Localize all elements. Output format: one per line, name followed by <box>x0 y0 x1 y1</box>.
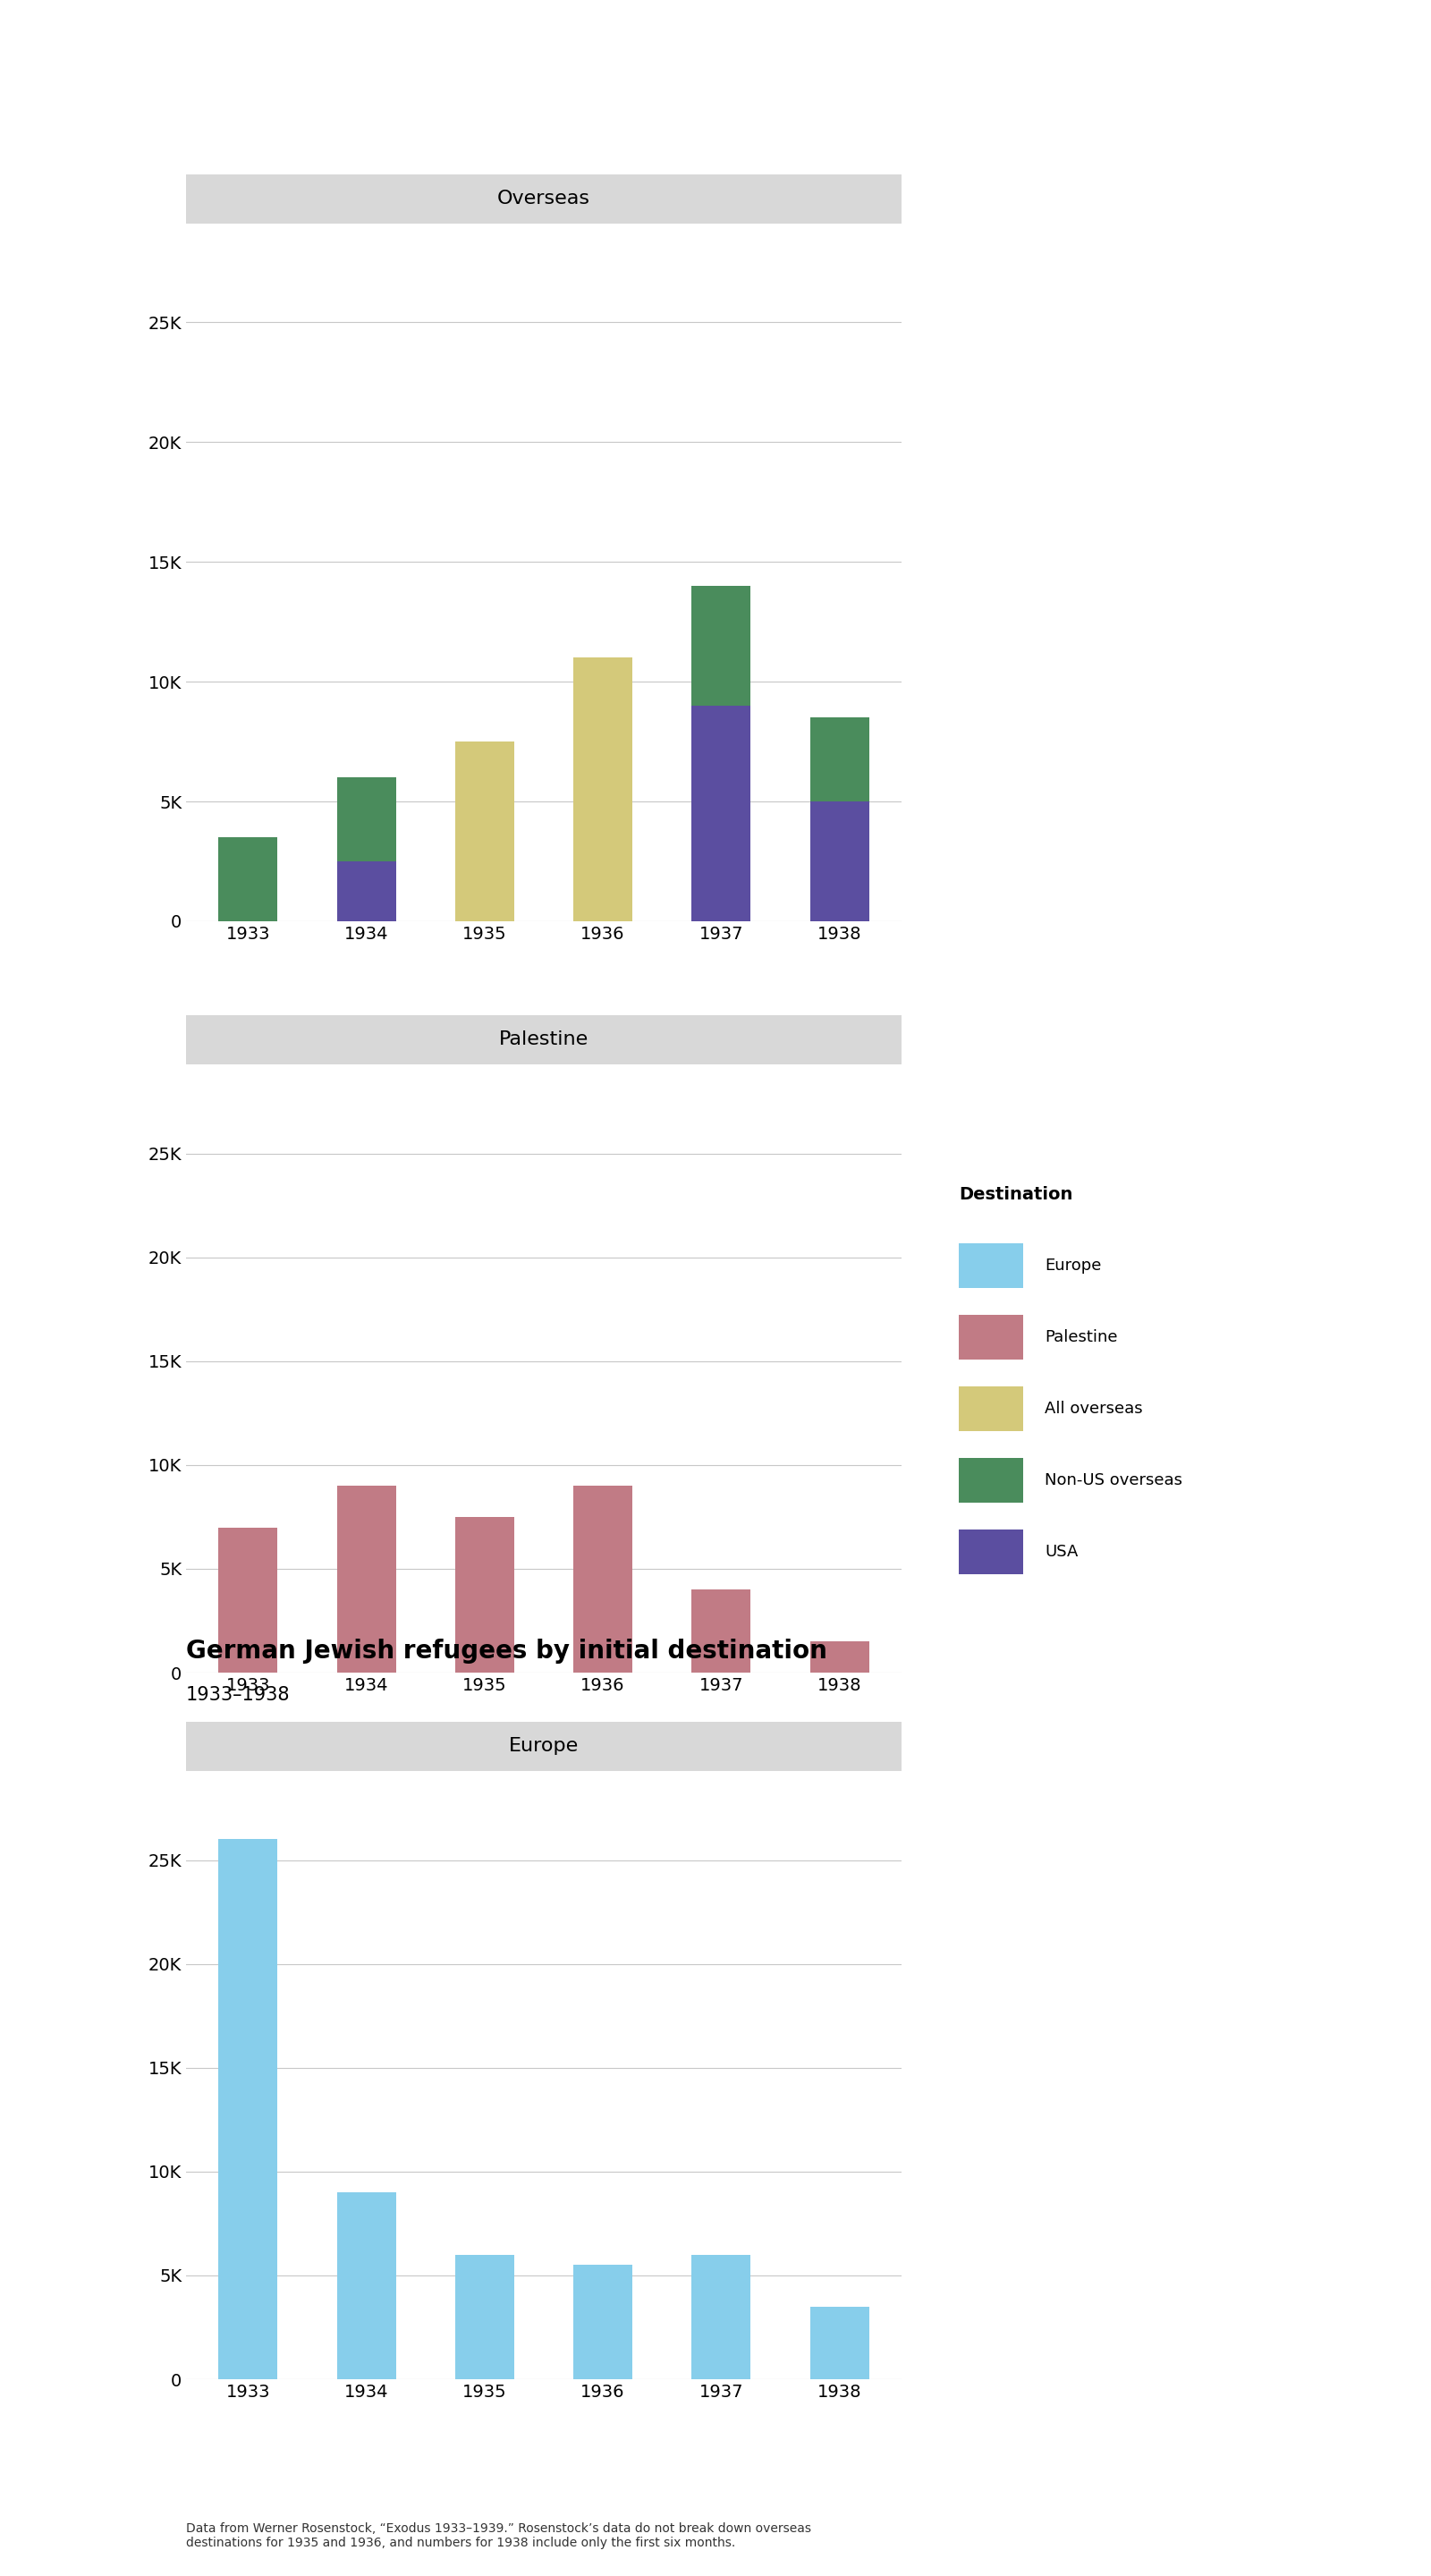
Bar <box>691 2254 751 2380</box>
Bar <box>810 1641 869 1672</box>
Bar <box>691 1589 751 1672</box>
Bar <box>336 2192 396 2380</box>
Text: Destination: Destination <box>959 1185 1073 1203</box>
Bar <box>455 1517 514 1672</box>
Text: Overseas: Overseas <box>498 191 591 209</box>
Bar <box>810 2306 869 2380</box>
Bar <box>691 585 751 706</box>
Bar <box>336 860 396 922</box>
Bar <box>219 1839 278 2380</box>
Text: Palestine: Palestine <box>1045 1329 1118 1345</box>
Bar <box>574 657 633 922</box>
Bar <box>219 1528 278 1672</box>
Bar <box>219 837 278 922</box>
Text: USA: USA <box>1045 1543 1078 1561</box>
Bar <box>810 719 869 801</box>
Text: German Jewish refugees by initial destination: German Jewish refugees by initial destin… <box>186 1638 827 1664</box>
Text: 1933–1938: 1933–1938 <box>186 1687 290 1703</box>
Bar <box>455 2254 514 2380</box>
Bar <box>810 801 869 922</box>
Bar <box>574 1486 633 1672</box>
Bar <box>691 706 751 922</box>
Bar <box>336 778 396 860</box>
Text: Data from Werner Rosenstock, “Exodus 1933–1939.” Rosenstock’s data do not break : Data from Werner Rosenstock, “Exodus 193… <box>186 2522 811 2550</box>
Text: Europe: Europe <box>1045 1257 1102 1273</box>
Text: All overseas: All overseas <box>1045 1401 1143 1417</box>
Bar <box>455 742 514 922</box>
Bar <box>336 1486 396 1672</box>
Text: Europe: Europe <box>509 1736 578 1754</box>
Text: Palestine: Palestine <box>499 1030 588 1048</box>
Bar <box>574 2264 633 2380</box>
Text: Non-US overseas: Non-US overseas <box>1045 1473 1182 1489</box>
